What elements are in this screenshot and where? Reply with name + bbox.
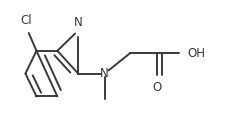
Text: O: O bbox=[153, 81, 162, 94]
Text: N: N bbox=[100, 67, 109, 80]
Text: OH: OH bbox=[187, 47, 205, 60]
Text: Cl: Cl bbox=[21, 14, 32, 27]
Text: N: N bbox=[74, 16, 83, 29]
